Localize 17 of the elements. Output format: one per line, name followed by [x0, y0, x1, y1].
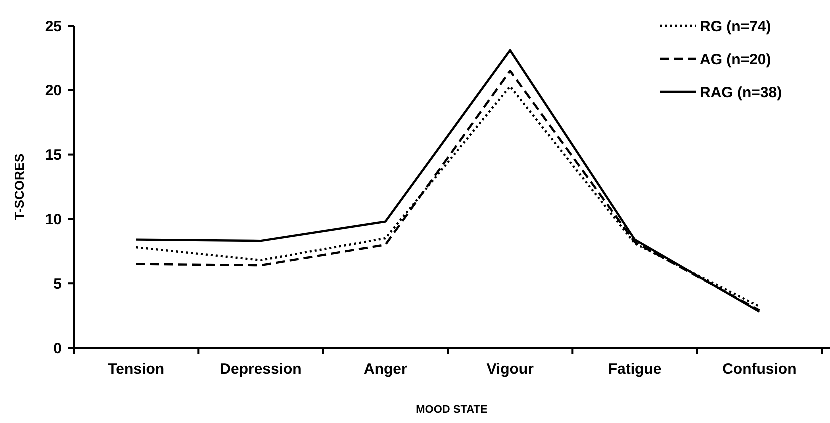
legend-label: AG (n=20) [700, 51, 772, 68]
y-axis-title: T-SCORES [12, 153, 27, 220]
x-tick-label: Tension [108, 361, 165, 378]
legend-label: RG (n=74) [700, 18, 772, 36]
y-tick-label: 15 [45, 147, 62, 164]
x-tick-label: Fatigue [608, 361, 662, 378]
x-tick-label: Anger [364, 361, 408, 378]
y-tick-label: 10 [45, 211, 62, 228]
x-tick-label: Confusion [722, 361, 797, 378]
x-axis-title: MOOD STATE [416, 404, 488, 416]
x-tick-label: Depression [220, 361, 302, 378]
legend-label: RAG (n=38) [700, 84, 782, 102]
y-tick-label: 20 [45, 82, 62, 100]
y-tick-label: 5 [54, 276, 62, 293]
x-tick-label: Vigour [486, 361, 534, 378]
y-tick-label: 0 [54, 340, 62, 358]
y-tick-label: 25 [45, 18, 62, 36]
